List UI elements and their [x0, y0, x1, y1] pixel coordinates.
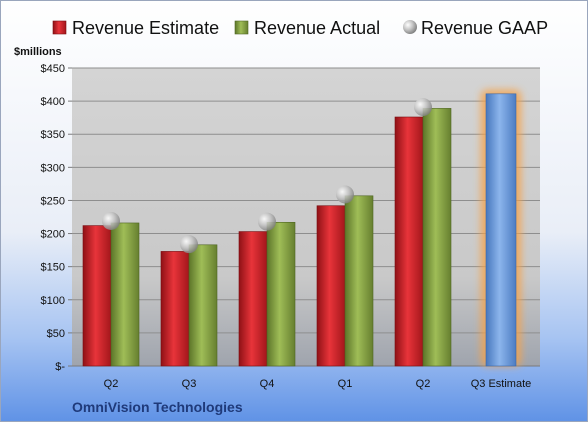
bar-revenue-actual — [422, 108, 452, 367]
bar-revenue-actual — [110, 222, 140, 367]
company-name: OmniVision Technologies — [72, 399, 243, 415]
x-tick-label: Q1 — [338, 378, 353, 390]
bar-revenue-estimate — [238, 231, 268, 367]
y-tick-label: $100 — [41, 295, 65, 307]
x-axis-ticks: Q2 Q3 Q4 Q1 Q2 Q3 Estimate — [104, 378, 532, 390]
bar-revenue-estimate — [160, 251, 190, 367]
marker-revenue-gaap — [336, 185, 354, 204]
bar-revenue-estimate — [82, 225, 112, 367]
bar-revenue-projection — [485, 93, 517, 367]
bar-revenue-actual — [188, 244, 218, 367]
legend-swatch-estimate — [52, 20, 67, 35]
plot-area — [72, 68, 540, 366]
x-tick-label: Q3 Estimate — [471, 378, 532, 390]
y-tick-label: $200 — [41, 229, 65, 241]
marker-revenue-gaap — [414, 98, 432, 117]
bar-revenue-estimate — [316, 205, 346, 367]
x-tick-label: Q3 — [182, 378, 197, 390]
y-axis-ticks: $- $50 $100 $150 $200 $250 $300 $350 $400 $450 — [41, 63, 72, 373]
legend-label-estimate: Revenue Estimate — [72, 18, 219, 38]
legend-swatch-actual — [234, 20, 249, 35]
x-tick-label: Q2 — [104, 378, 119, 390]
y-tick-label: $450 — [41, 63, 65, 75]
y-tick-label: $50 — [47, 328, 65, 340]
y-axis-unit-label: $millions — [14, 46, 62, 58]
marker-revenue-gaap — [180, 235, 198, 254]
legend-label-actual: Revenue Actual — [254, 18, 380, 38]
bar-revenue-actual — [266, 221, 296, 367]
legend: Revenue Estimate Revenue Actual Revenue … — [52, 18, 548, 38]
x-tick-label: Q4 — [260, 378, 275, 390]
x-tick-label: Q2 — [416, 378, 431, 390]
y-tick-label: $250 — [41, 195, 65, 207]
bar-revenue-actual — [344, 195, 374, 367]
marker-revenue-gaap — [258, 212, 276, 231]
legend-marker-gaap — [403, 20, 417, 34]
legend-label-gaap: Revenue GAAP — [421, 18, 548, 38]
y-tick-label: $- — [55, 361, 65, 373]
marker-revenue-gaap — [102, 211, 120, 230]
y-tick-label: $300 — [41, 162, 65, 174]
y-tick-label: $400 — [41, 96, 65, 108]
bars — [82, 89, 521, 367]
y-tick-label: $150 — [41, 262, 65, 274]
bar-revenue-estimate — [394, 116, 424, 367]
gridlines — [72, 67, 540, 334]
y-tick-label: $350 — [41, 129, 65, 141]
